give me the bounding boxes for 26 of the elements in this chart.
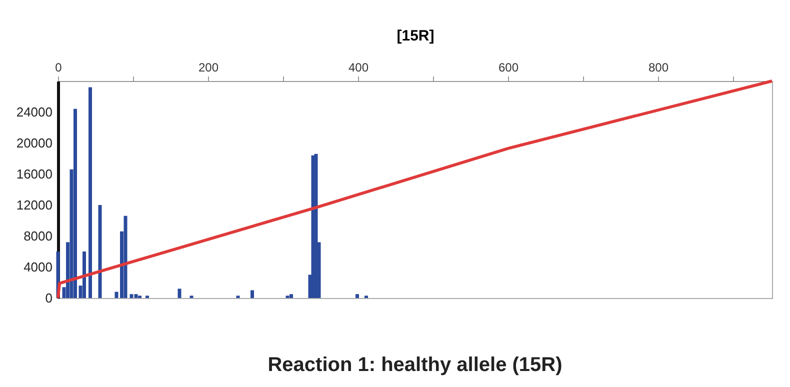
y-tick-label: 8000: [24, 228, 52, 244]
x-tick-label: 600: [498, 60, 519, 74]
y-tick-label: 16000: [16, 166, 52, 182]
text: Reaction 1: healthy allele (15R): [268, 354, 562, 376]
x-tick-label: 200: [198, 60, 219, 74]
x-tick-label: 0: [55, 60, 62, 74]
line-series: [56, 80, 774, 300]
y-tick-label: 4000: [24, 260, 52, 274]
bar: [74, 108, 77, 298]
bar: [98, 205, 102, 298]
y-tick-label: 24000: [16, 104, 52, 120]
bar: [290, 294, 293, 298]
bar: [82, 252, 86, 298]
y-tick-label: 0: [45, 290, 52, 306]
bar: [134, 294, 138, 298]
x-tick-label: 800: [648, 60, 669, 74]
bar: [314, 154, 318, 298]
y-tick-label: 20000: [16, 136, 52, 150]
bar: [250, 290, 254, 298]
x-axis-title: [15R]: [396, 28, 434, 44]
x-tick-label: 400: [348, 60, 369, 74]
bar: [124, 216, 128, 298]
bar: [356, 294, 359, 298]
bar: [88, 87, 92, 298]
y-tick-label: 12000: [16, 198, 52, 212]
bar: [178, 288, 182, 298]
